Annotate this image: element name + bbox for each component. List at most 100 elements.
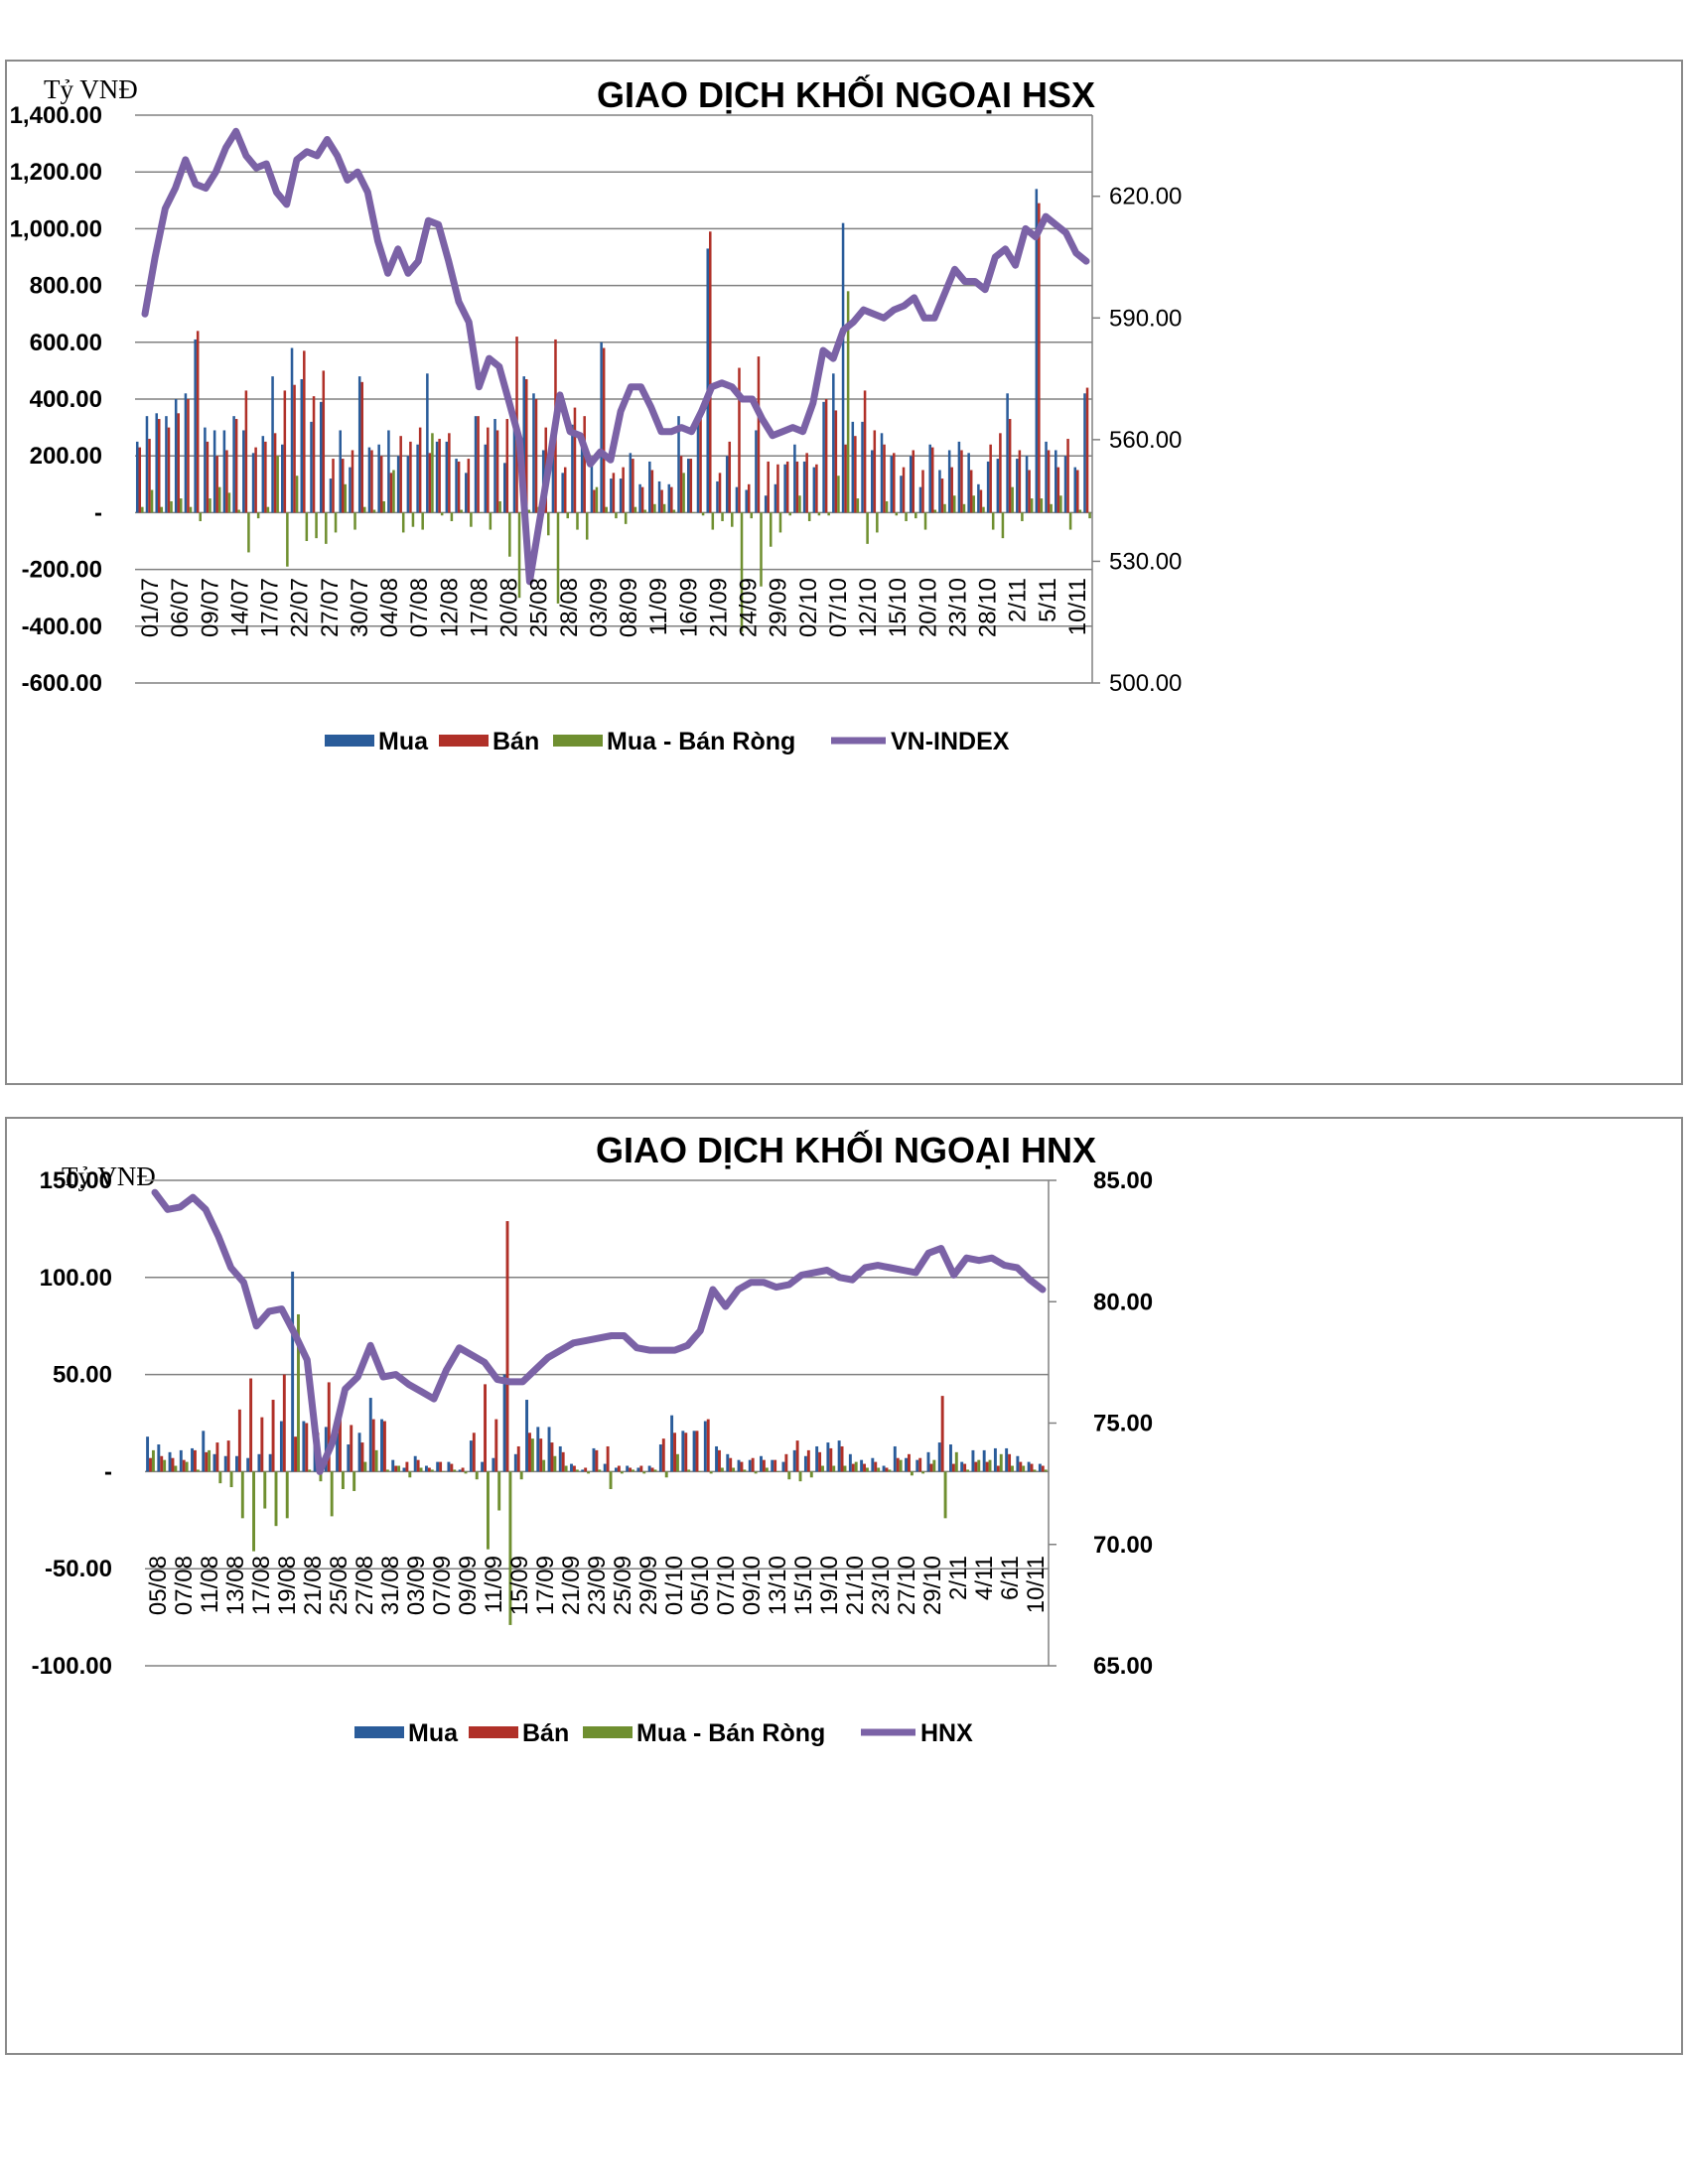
bar-buy — [406, 456, 410, 513]
secondary-y-tick-label: 85.00 — [1093, 1167, 1153, 1194]
bar-buy — [481, 1461, 485, 1472]
bar-buy — [1016, 459, 1019, 513]
hsx-chart: GIAO DỊCH KHỐI NGOẠI HSX Tỷ VNĐ 1,400.00… — [10, 73, 1183, 755]
bar-sell — [394, 1465, 398, 1472]
legend-swatch — [325, 735, 374, 747]
bar-net — [285, 1471, 289, 1519]
bar-buy — [202, 1431, 206, 1472]
bar-sell — [409, 441, 412, 513]
bar-sell — [350, 1425, 353, 1472]
x-tick-label: 21/10 — [842, 1556, 869, 1615]
bar-sell — [193, 1449, 197, 1472]
bar-buy — [194, 339, 197, 513]
bar-net — [470, 512, 473, 527]
x-tick-label: 15/10 — [885, 578, 912, 637]
bar-sell — [322, 370, 326, 513]
bar-sell — [950, 467, 953, 513]
bar-net — [508, 1471, 512, 1625]
bar-net — [411, 512, 415, 527]
bar-sell — [505, 419, 509, 513]
bar-sell — [260, 1417, 264, 1472]
bar-net — [1050, 503, 1053, 513]
bar-sell — [573, 407, 577, 513]
bar-net — [374, 1449, 378, 1472]
bar-net — [672, 509, 676, 513]
bar-net — [1001, 512, 1005, 539]
bar-sell — [829, 1447, 833, 1472]
bar-sell — [427, 1467, 431, 1472]
bar-net — [530, 1438, 534, 1472]
x-tick-label: 17/07 — [257, 578, 284, 637]
bar-sell — [650, 1467, 654, 1472]
x-tick-label: 13/08 — [222, 1556, 249, 1615]
bar-sell — [902, 467, 906, 513]
bar-sell — [1018, 450, 1022, 513]
bar-net — [750, 512, 754, 519]
bar-net — [1033, 1469, 1037, 1472]
bar-buy — [347, 1444, 351, 1472]
bar-buy — [725, 456, 729, 513]
bar-sell — [940, 1396, 944, 1472]
bar-sell — [738, 367, 741, 513]
bar-net — [479, 512, 483, 513]
legend-label: Mua - Bán Ròng — [636, 1719, 825, 1747]
bar-net — [475, 1471, 479, 1480]
bar-sell — [883, 444, 886, 513]
bar-sell — [974, 1461, 978, 1472]
bar-net — [217, 486, 221, 513]
bar-sell — [1030, 1463, 1034, 1472]
bar-net — [615, 512, 618, 519]
bar-sell — [264, 441, 267, 513]
x-tick-label: 25/08 — [526, 578, 553, 637]
bar-sell — [379, 456, 383, 513]
bar-net — [1030, 498, 1034, 513]
bar-sell — [806, 1449, 810, 1472]
legend-swatch — [553, 735, 603, 747]
bar-buy — [986, 461, 990, 513]
bar-net — [174, 1465, 178, 1472]
bar-buy — [146, 1436, 150, 1472]
bar-buy — [445, 441, 449, 513]
bar-net — [141, 506, 144, 513]
bar-sell — [167, 427, 171, 513]
bar-sell — [863, 390, 867, 513]
bar-net — [954, 1451, 958, 1472]
bar-net — [972, 495, 975, 513]
bar-buy — [455, 459, 458, 513]
bar-sell — [525, 378, 528, 513]
bar-net — [885, 500, 889, 513]
bar-net — [642, 1471, 646, 1474]
bar-sell — [999, 433, 1002, 513]
x-tick-label: 17/08 — [248, 1556, 275, 1615]
bar-buy — [242, 430, 245, 513]
bar-buy — [155, 413, 158, 513]
bar-sell — [405, 1461, 409, 1472]
bar-sell — [283, 390, 287, 513]
bar-buy — [822, 401, 825, 513]
bar-net — [943, 1471, 947, 1519]
bar-sell — [851, 1463, 855, 1472]
legend-swatch — [439, 735, 489, 747]
bar-net — [633, 506, 637, 513]
bar-buy — [377, 444, 380, 513]
bar-net — [209, 498, 211, 513]
bar-net — [1021, 512, 1024, 521]
bar-net — [653, 503, 656, 513]
bar-sell — [282, 1374, 286, 1472]
bar-sell — [908, 1453, 911, 1472]
bar-buy — [993, 1447, 997, 1472]
bar-buy — [310, 421, 313, 513]
bar-sell — [528, 1433, 531, 1472]
bar-net — [962, 503, 966, 513]
bar-buy — [339, 430, 342, 513]
x-tick-label: 27/08 — [352, 1556, 378, 1615]
bar-net — [624, 512, 628, 524]
bar-sell — [785, 461, 789, 513]
bar-buy — [957, 441, 961, 513]
bar-net — [564, 1465, 568, 1472]
bar-sell — [951, 1463, 955, 1472]
bar-buy — [416, 444, 419, 513]
bar-sell — [805, 453, 808, 513]
bar-sell — [650, 470, 654, 513]
bar-buy — [235, 1455, 238, 1472]
